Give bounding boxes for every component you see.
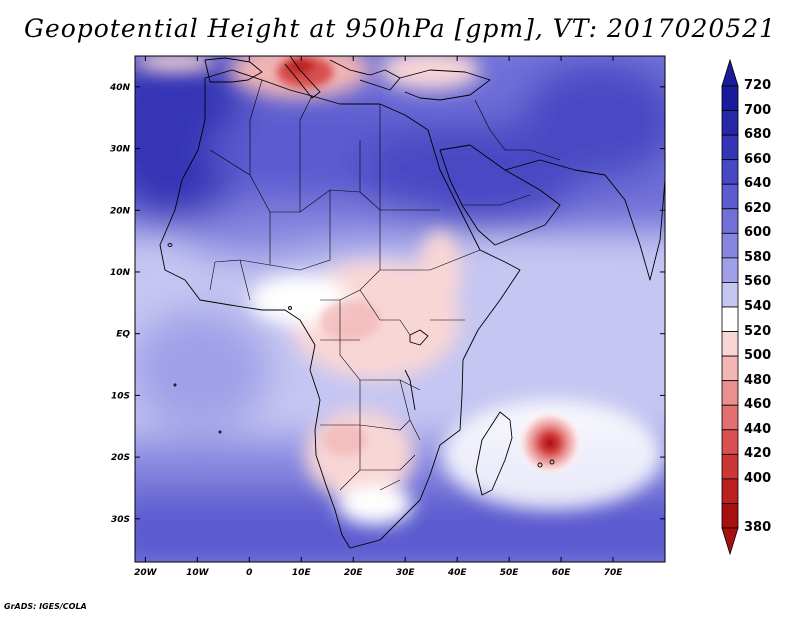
colorbar-swatch: [721, 478, 739, 504]
colorbar-swatch: [721, 503, 739, 529]
axis-ticks: [135, 56, 665, 562]
asia-coastline: [504, 159, 665, 281]
lat-label-40n: 40N: [109, 83, 131, 93]
mauritius-island: [549, 459, 555, 465]
colorbar-label-440: 440: [744, 421, 772, 437]
lon-label-20e: 20E: [344, 568, 364, 578]
madagascar-coastline: [475, 411, 513, 496]
colorbar-label-520: 520: [744, 323, 772, 339]
lon-label-40e: 40E: [447, 568, 468, 578]
latitude-labels: 40N 30N 20N 10N EQ 10S 20S 30S: [109, 83, 131, 525]
lon-label-10e: 10E: [292, 568, 312, 578]
colorbar-max-arrow: [721, 58, 739, 87]
colorbar-label-540: 540: [744, 299, 772, 314]
lon-label-50e: 50E: [500, 568, 520, 578]
lon-label-10w: 10W: [186, 568, 210, 578]
africa-coastline: [159, 69, 521, 549]
colorbar-min-arrow: [721, 527, 739, 556]
colorbar-swatch: [721, 404, 739, 431]
coastlines: [159, 56, 665, 549]
italy-coastline: [284, 56, 321, 99]
colorbar-swatch: [721, 159, 739, 185]
colorbar-label-600: 600: [744, 225, 772, 241]
turkey-coastline: [399, 69, 491, 101]
colorbar-swatch: [721, 331, 739, 357]
lat-label-20s: 20S: [111, 453, 130, 463]
lat-label-30n: 30N: [110, 145, 131, 155]
colorbar-label-420: 420: [744, 446, 772, 462]
country-borders: [209, 79, 561, 491]
colorbar-swatch: [721, 85, 739, 111]
cyclone-low: [516, 409, 584, 477]
colorbar-label-400: 400: [744, 470, 772, 486]
lon-label-60e: 60E: [552, 568, 572, 578]
lat-label-30s: 30S: [111, 515, 130, 525]
colorbar: [721, 58, 739, 556]
geopotential-field: [135, 56, 665, 562]
colorbar-swatch: [721, 134, 739, 161]
colorbar-label-620: 620: [744, 200, 772, 216]
colorbar-swatch: [721, 232, 739, 259]
lat-label-10s: 10S: [111, 391, 130, 401]
longitude-labels: 20W 10W 0 10E 20E 30E 40E 50E 60E 70E: [134, 568, 623, 578]
colorbar-label-500: 500: [744, 348, 772, 364]
colorbar-swatch: [721, 257, 739, 283]
colorbar-swatch: [721, 183, 739, 210]
balkans-coastline: [329, 59, 401, 91]
lon-label-30e: 30E: [396, 568, 416, 578]
colorbar-swatch: [721, 208, 739, 234]
credit-label: GrADS: IGES/COLA: [4, 602, 87, 611]
colorbar-label-460: 460: [744, 397, 772, 413]
colorbar-swatch: [721, 380, 739, 406]
lake-victoria: [409, 329, 429, 346]
colorbar-swatch: [721, 110, 739, 136]
colorbar-label-720: 720: [744, 78, 772, 93]
colorbar-swatch: [721, 355, 739, 382]
colorbar-label-660: 660: [744, 151, 772, 167]
arabia-coastline: [439, 144, 561, 246]
plot-frame: [134, 55, 666, 563]
colorbar-label-480: 480: [744, 372, 772, 388]
lat-label-eq: EQ: [116, 330, 130, 340]
colorbar-label-380: 380: [744, 520, 772, 535]
colorbar-label-640: 640: [744, 176, 772, 192]
lat-label-10n: 10N: [110, 268, 131, 278]
colorbar-label-680: 680: [744, 127, 772, 143]
colorbar-swatch: [721, 282, 739, 308]
colorbar-swatch: [721, 453, 739, 480]
colorbar-label-700: 700: [744, 102, 772, 118]
lon-label-70e: 70E: [604, 568, 624, 578]
colorbar-label-560: 560: [744, 274, 772, 290]
lat-label-20n: 20N: [110, 206, 131, 216]
lon-label-0: 0: [246, 568, 252, 578]
colorbar-swatch: [721, 306, 739, 332]
colorbar-label-580: 580: [744, 249, 772, 265]
map-title: Geopotential Height at 950hPa [gpm], VT:…: [23, 14, 777, 43]
lon-label-20w: 20W: [134, 568, 158, 578]
iberia-coastline: [204, 57, 263, 83]
colorbar-swatch: [721, 429, 739, 455]
